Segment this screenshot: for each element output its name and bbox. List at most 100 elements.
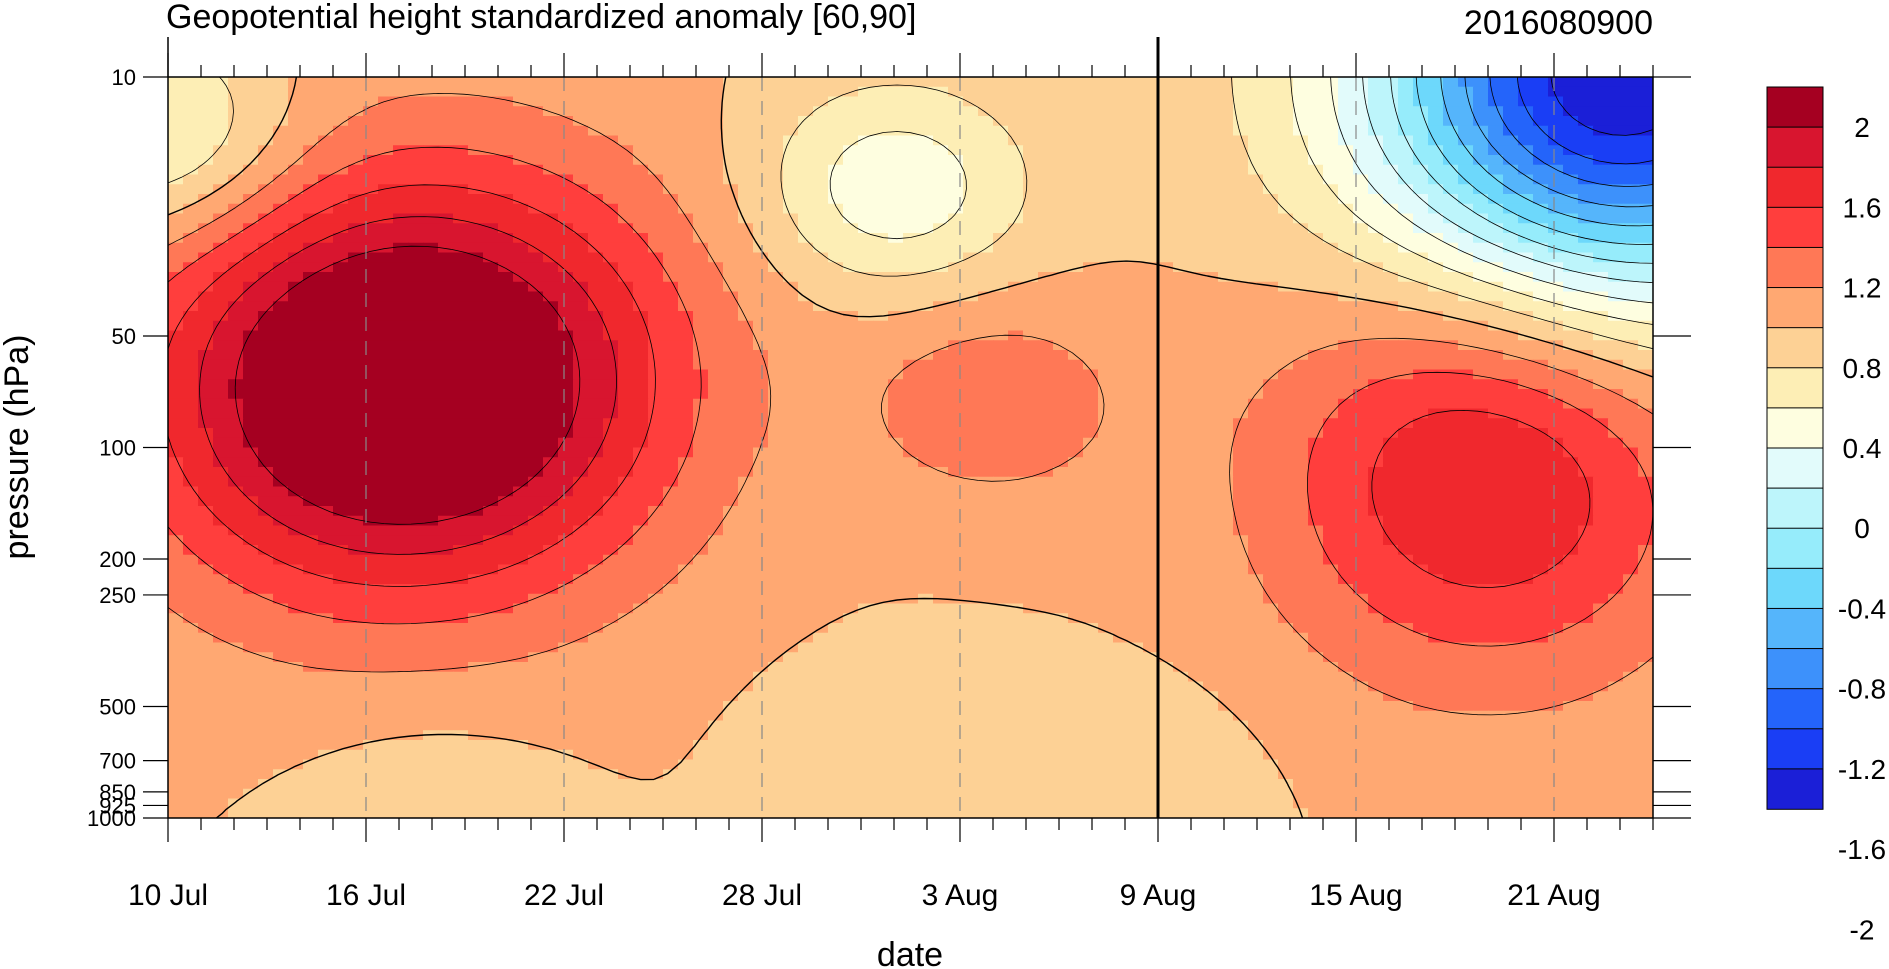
heat-cell	[1383, 272, 1399, 283]
heat-cell	[1218, 457, 1234, 468]
heat-cell	[528, 233, 544, 244]
heat-cell	[963, 272, 979, 283]
heat-cell	[678, 496, 694, 507]
heat-cell	[963, 379, 979, 390]
heat-cell	[1008, 252, 1024, 263]
heat-cell	[1203, 467, 1219, 478]
heat-cell	[1203, 242, 1219, 254]
heat-cell	[1443, 389, 1459, 400]
heat-cell	[1473, 447, 1489, 458]
heat-cell	[1218, 545, 1234, 556]
heat-cell	[1053, 164, 1069, 176]
heat-cell	[648, 125, 664, 137]
heat-cell	[1323, 525, 1339, 536]
heat-cell	[648, 476, 664, 488]
heat-cell	[1353, 116, 1369, 127]
heat-cell	[1203, 96, 1219, 107]
heat-cell	[498, 340, 514, 351]
heat-cell	[1023, 311, 1039, 322]
heat-cell	[813, 437, 829, 449]
heat-cell	[213, 418, 229, 429]
heat-cell	[948, 106, 964, 117]
heat-cell	[1038, 291, 1054, 302]
heat-cell	[723, 447, 739, 458]
heat-cell	[468, 116, 484, 127]
heat-cell	[318, 291, 334, 302]
heat-cell	[543, 96, 559, 107]
heat-cell	[1263, 145, 1279, 156]
heat-cell	[528, 564, 544, 575]
heat-cell	[1143, 330, 1159, 341]
heat-cell	[258, 233, 274, 244]
heat-cell	[963, 77, 979, 88]
heat-cell	[1638, 174, 1653, 185]
heat-cell	[828, 272, 844, 283]
heat-cell	[1518, 535, 1534, 546]
heat-cell	[633, 155, 649, 166]
heat-cell	[633, 242, 649, 254]
heat-cell	[1233, 369, 1249, 380]
heat-cell	[663, 545, 679, 556]
heat-cell	[1263, 242, 1279, 254]
heat-cell	[678, 77, 694, 88]
heat-cell	[1068, 545, 1084, 556]
heat-cell	[288, 96, 304, 107]
heat-cell	[183, 467, 199, 478]
heat-cell	[633, 515, 649, 527]
heat-cell	[1113, 116, 1129, 127]
heat-cell	[843, 272, 859, 283]
heat-cell	[1098, 125, 1114, 137]
heat-cell	[363, 515, 379, 527]
heat-cell	[168, 281, 184, 293]
heat-cell	[558, 203, 574, 215]
heat-cell	[1188, 86, 1204, 98]
heat-cell	[618, 86, 634, 98]
heat-cell	[918, 223, 934, 234]
heat-cell	[1083, 213, 1099, 224]
heat-cell	[423, 447, 439, 458]
heat-cell	[213, 135, 229, 146]
heat-cell	[798, 496, 814, 507]
heat-cell	[708, 213, 724, 224]
heat-cell	[183, 86, 199, 98]
heat-cell	[1218, 486, 1234, 497]
heat-cell	[768, 301, 784, 312]
heat-cell	[1053, 77, 1069, 88]
heat-cell	[1428, 86, 1444, 98]
heat-cell	[1593, 379, 1609, 390]
heat-cell	[378, 301, 394, 312]
heat-cell	[558, 281, 574, 293]
heat-cell	[873, 389, 889, 400]
heat-cell	[438, 379, 454, 390]
heat-cell	[1623, 418, 1639, 429]
heat-cell	[198, 398, 214, 410]
heat-cell	[1158, 262, 1174, 273]
heat-cell	[1203, 389, 1219, 400]
heat-cell	[393, 476, 409, 488]
heat-cell	[1563, 486, 1579, 497]
heat-cell	[1398, 194, 1414, 205]
heat-cell	[1248, 340, 1264, 351]
heat-cell	[453, 496, 469, 507]
heat-cell	[798, 262, 814, 273]
heat-cell	[1143, 486, 1159, 497]
heat-cell	[783, 447, 799, 458]
heat-cell	[498, 437, 514, 449]
heat-cell	[1488, 428, 1504, 439]
heat-cell	[1368, 496, 1384, 507]
heat-cell	[453, 486, 469, 497]
heat-cell	[288, 447, 304, 458]
heat-cell	[1548, 291, 1564, 302]
heat-cell	[333, 506, 349, 517]
heat-cell	[1443, 398, 1459, 410]
heat-cell	[813, 77, 829, 88]
heat-cell	[303, 194, 319, 205]
heat-cell	[618, 496, 634, 507]
heat-cell	[1263, 447, 1279, 458]
heat-cell	[1173, 545, 1189, 556]
heat-cell	[558, 389, 574, 400]
heat-cell	[1368, 418, 1384, 429]
heat-cell	[873, 194, 889, 205]
heat-cell	[318, 525, 334, 536]
heat-cell	[783, 428, 799, 439]
